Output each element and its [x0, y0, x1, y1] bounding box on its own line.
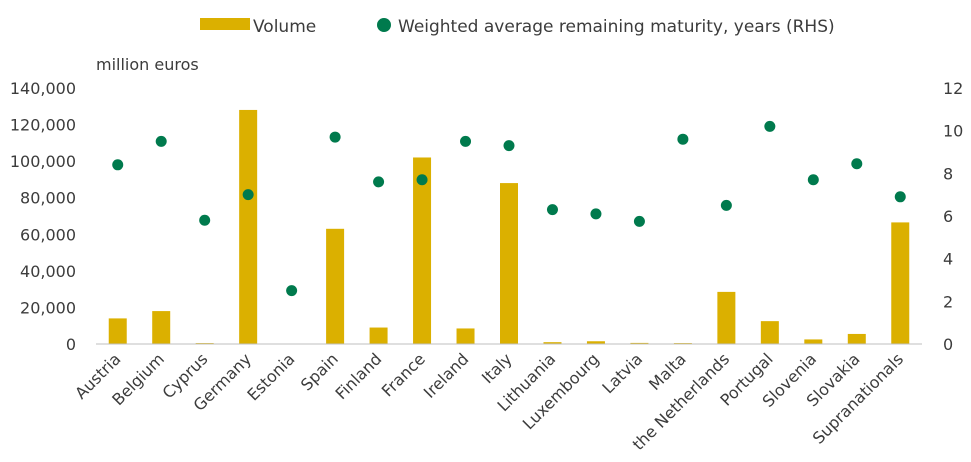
legend-marker-maturity — [377, 18, 391, 32]
bar-volume-1 — [152, 311, 171, 344]
point-maturity-15 — [764, 120, 776, 132]
y2-tick-label: 2 — [943, 292, 953, 311]
y-tick-label: 20,000 — [20, 298, 76, 317]
y2-tick-label: 8 — [943, 164, 953, 183]
y-tick-label: 120,000 — [10, 116, 76, 135]
point-maturity-0 — [112, 159, 124, 171]
legend-label-maturity: Weighted average remaining maturity, yea… — [398, 17, 835, 37]
point-maturity-14 — [720, 199, 732, 211]
bar-volume-6 — [369, 327, 388, 344]
point-maturity-1 — [155, 135, 167, 147]
point-maturity-9 — [503, 140, 515, 152]
y-tick-label: 80,000 — [20, 189, 76, 208]
point-maturity-2 — [199, 214, 211, 226]
point-maturity-5 — [329, 131, 341, 143]
bar-volume-5 — [326, 228, 345, 344]
x-tick-label: France — [378, 349, 429, 400]
point-maturity-7 — [416, 174, 428, 186]
point-maturity-8 — [460, 135, 472, 147]
x-tick-label: Latvia — [598, 349, 646, 397]
point-maturity-6 — [373, 176, 385, 188]
bar-volume-16 — [804, 339, 823, 344]
y-tick-label: 60,000 — [20, 225, 76, 244]
y-tick-label: 0 — [66, 335, 76, 354]
bar-volume-15 — [760, 321, 779, 344]
legend-swatch-volume — [200, 18, 250, 30]
bar-volume-17 — [847, 333, 866, 344]
bar-volume-11 — [586, 341, 605, 344]
y2-tick-label: 10 — [943, 122, 963, 141]
y2-tick-label: 0 — [943, 335, 953, 354]
bar-volume-12 — [630, 342, 649, 344]
bar-volume-14 — [717, 291, 736, 344]
x-tick-label: Italy — [478, 349, 516, 387]
x-tick-label: Luxembourg — [519, 349, 603, 433]
y2-tick-label: 12 — [943, 79, 963, 98]
y-tick-label: 140,000 — [10, 79, 76, 98]
point-maturity-4 — [286, 285, 298, 297]
x-tick-label: Finland — [332, 349, 386, 403]
y-tick-label: 40,000 — [20, 262, 76, 281]
point-maturity-17 — [851, 158, 863, 170]
point-maturity-13 — [677, 133, 689, 145]
legend-label-volume: Volume — [253, 17, 316, 37]
bar-volume-3 — [239, 109, 258, 344]
bar-volume-8 — [456, 328, 475, 344]
y2-tick-label: 6 — [943, 207, 953, 226]
x-tick-label: Estonia — [243, 349, 298, 404]
bar-volume-7 — [413, 157, 432, 344]
point-maturity-11 — [590, 208, 602, 220]
y-tick-label: 100,000 — [10, 152, 76, 171]
bar-volume-9 — [500, 183, 518, 344]
y2-tick-label: 4 — [943, 250, 953, 269]
bar-volume-18 — [891, 222, 910, 344]
point-maturity-10 — [546, 204, 558, 216]
y-axis-title: million euros — [96, 55, 199, 74]
point-maturity-18 — [894, 191, 906, 203]
bar-volume-0 — [108, 318, 127, 344]
point-maturity-12 — [633, 215, 645, 227]
x-tick-label: Ireland — [420, 349, 473, 402]
point-maturity-16 — [807, 174, 819, 186]
point-maturity-3 — [242, 189, 254, 201]
bar-volume-10 — [543, 342, 562, 344]
